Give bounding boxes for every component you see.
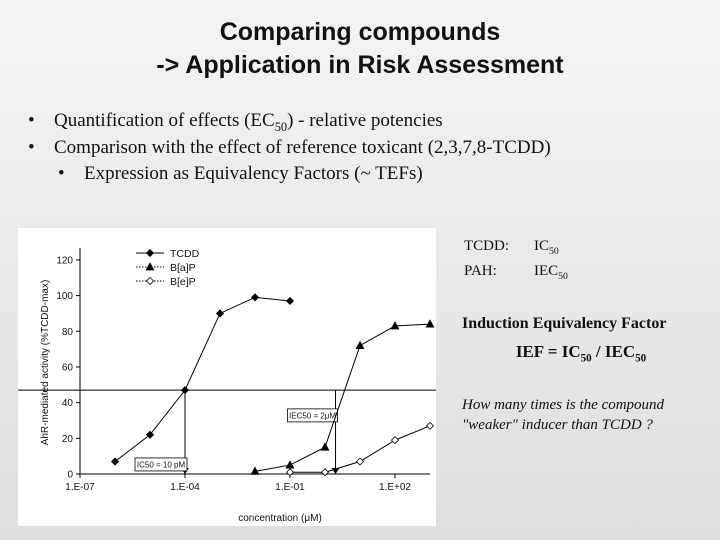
- y-tick-label: 40: [62, 398, 74, 409]
- pah-row-value: IEC50: [534, 263, 568, 282]
- slide-title-line1: Comparing compounds: [219, 18, 501, 46]
- x-tick-label: 1.E+02: [379, 482, 411, 493]
- dose-response-chart: 0 20 40 60 80 100 120 1.E-07 1.E-04 1.E-01 1.E+02 A…: [18, 248, 436, 524]
- data-point-tcdd: [145, 430, 155, 439]
- data-point-tcdd: [180, 386, 190, 395]
- legend-marker-b-a-p: [145, 262, 155, 271]
- tcdd-row-value: IC50: [534, 238, 559, 257]
- legend-marker-tcdd: [145, 248, 155, 258]
- data-point-b-a-p: [390, 321, 400, 330]
- ief-formula: IEF = IC50 / IEC50: [515, 342, 647, 365]
- data-point-b-e-p: [320, 468, 330, 477]
- data-point-b-a-p: [425, 319, 435, 328]
- legend-label-b-a-p: B[a]P: [170, 262, 196, 274]
- y-axis-title: AhR-mediated activity (%TCDD-max): [40, 280, 51, 446]
- data-point-tcdd: [110, 457, 120, 466]
- x-tick-label: 1.E-07: [65, 482, 95, 493]
- y-tick-label: 20: [62, 434, 74, 445]
- ec50-annotation-label: IEC50 = 2μM: [289, 411, 336, 420]
- data-point-b-a-p: [320, 442, 330, 451]
- chart-panel: 0 20 40 60 80 100 120 1.E-07 1.E-04 1.E-01 1.E+02 A…: [18, 228, 436, 526]
- data-point-b-e-p: [425, 421, 435, 430]
- ec50-annotation-box: [134, 457, 188, 472]
- bullet-list: Quantification of effects (EC50) - relat…: [26, 108, 586, 187]
- ec50-annotation-box: [287, 408, 338, 423]
- series-line-b-a-p: [254, 323, 431, 472]
- y-tick-label: 80: [62, 327, 74, 338]
- tcdd-row-label: TCDD:: [464, 238, 509, 254]
- data-point-b-e-p: [355, 457, 365, 466]
- x-tick-label: 1.E-04: [170, 482, 200, 493]
- y-tick-label: 100: [56, 291, 73, 302]
- legend-label-tcdd: TCDD: [170, 248, 200, 260]
- bullet-comparison: Comparison with the effect of reference …: [26, 135, 586, 161]
- pah-row-label: PAH:: [464, 263, 497, 279]
- data-point-tcdd: [285, 296, 295, 306]
- data-point-b-a-p: [355, 340, 365, 349]
- question-text: How many times is the compound "weaker" …: [462, 397, 665, 434]
- y-tick-label: 120: [56, 255, 73, 266]
- data-point-b-a-p: [285, 460, 295, 469]
- bullet-quantification: Quantification of effects (EC50) - relat…: [26, 108, 586, 135]
- bullet-equivalency: Expression as Equivalency Factors (~ TEF…: [26, 161, 586, 187]
- series-line-tcdd: [114, 296, 291, 462]
- data-point-b-a-p: [250, 466, 260, 475]
- data-point-b-e-p: [390, 436, 400, 445]
- x-tick-label: 1.E-01: [275, 482, 305, 493]
- ec50-annotation-label: IC50 = 10 pM: [137, 460, 186, 469]
- legend-marker-b-e-p: [145, 276, 155, 286]
- ief-heading: Induction Equivalency Factor: [462, 315, 667, 332]
- data-point-tcdd: [215, 309, 225, 318]
- x-axis-title: concentration (μM): [238, 513, 322, 524]
- slide-title-line2: -> Application in Risk Assessment: [156, 51, 564, 79]
- y-tick-label: 60: [62, 362, 74, 373]
- data-point-tcdd: [250, 293, 260, 302]
- data-point-b-e-p: [285, 468, 295, 477]
- y-tick-label: 0: [67, 470, 73, 481]
- legend-label-b-e-p: B[e]P: [170, 276, 196, 288]
